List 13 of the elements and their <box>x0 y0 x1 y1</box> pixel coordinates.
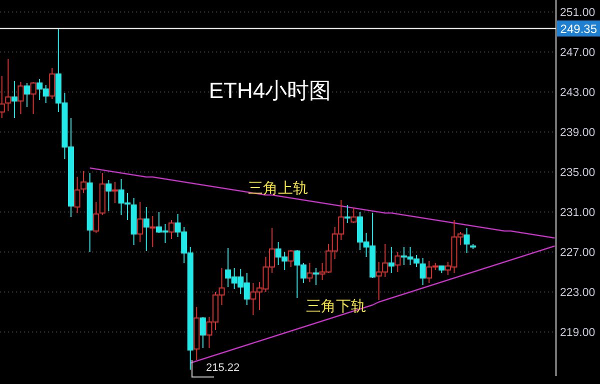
y-tick-label: 247.00 <box>560 47 596 59</box>
y-tick-label: 219.00 <box>560 327 596 339</box>
y-tick-label: 235.00 <box>560 167 596 179</box>
annotation: 三角上轨 <box>248 180 308 197</box>
y-tick-label: 227.00 <box>560 247 596 259</box>
annotation: 215.22 <box>206 362 240 374</box>
ref-line-label: 249.35 <box>560 22 598 36</box>
text: ETH4小时图 <box>208 78 332 103</box>
y-tick-label: 231.00 <box>560 207 596 219</box>
y-tick-label: 239.00 <box>560 127 596 139</box>
y-tick-label: 243.00 <box>560 87 596 99</box>
y-tick-label: 251.00 <box>560 7 596 19</box>
y-tick-label: 223.00 <box>560 287 596 299</box>
